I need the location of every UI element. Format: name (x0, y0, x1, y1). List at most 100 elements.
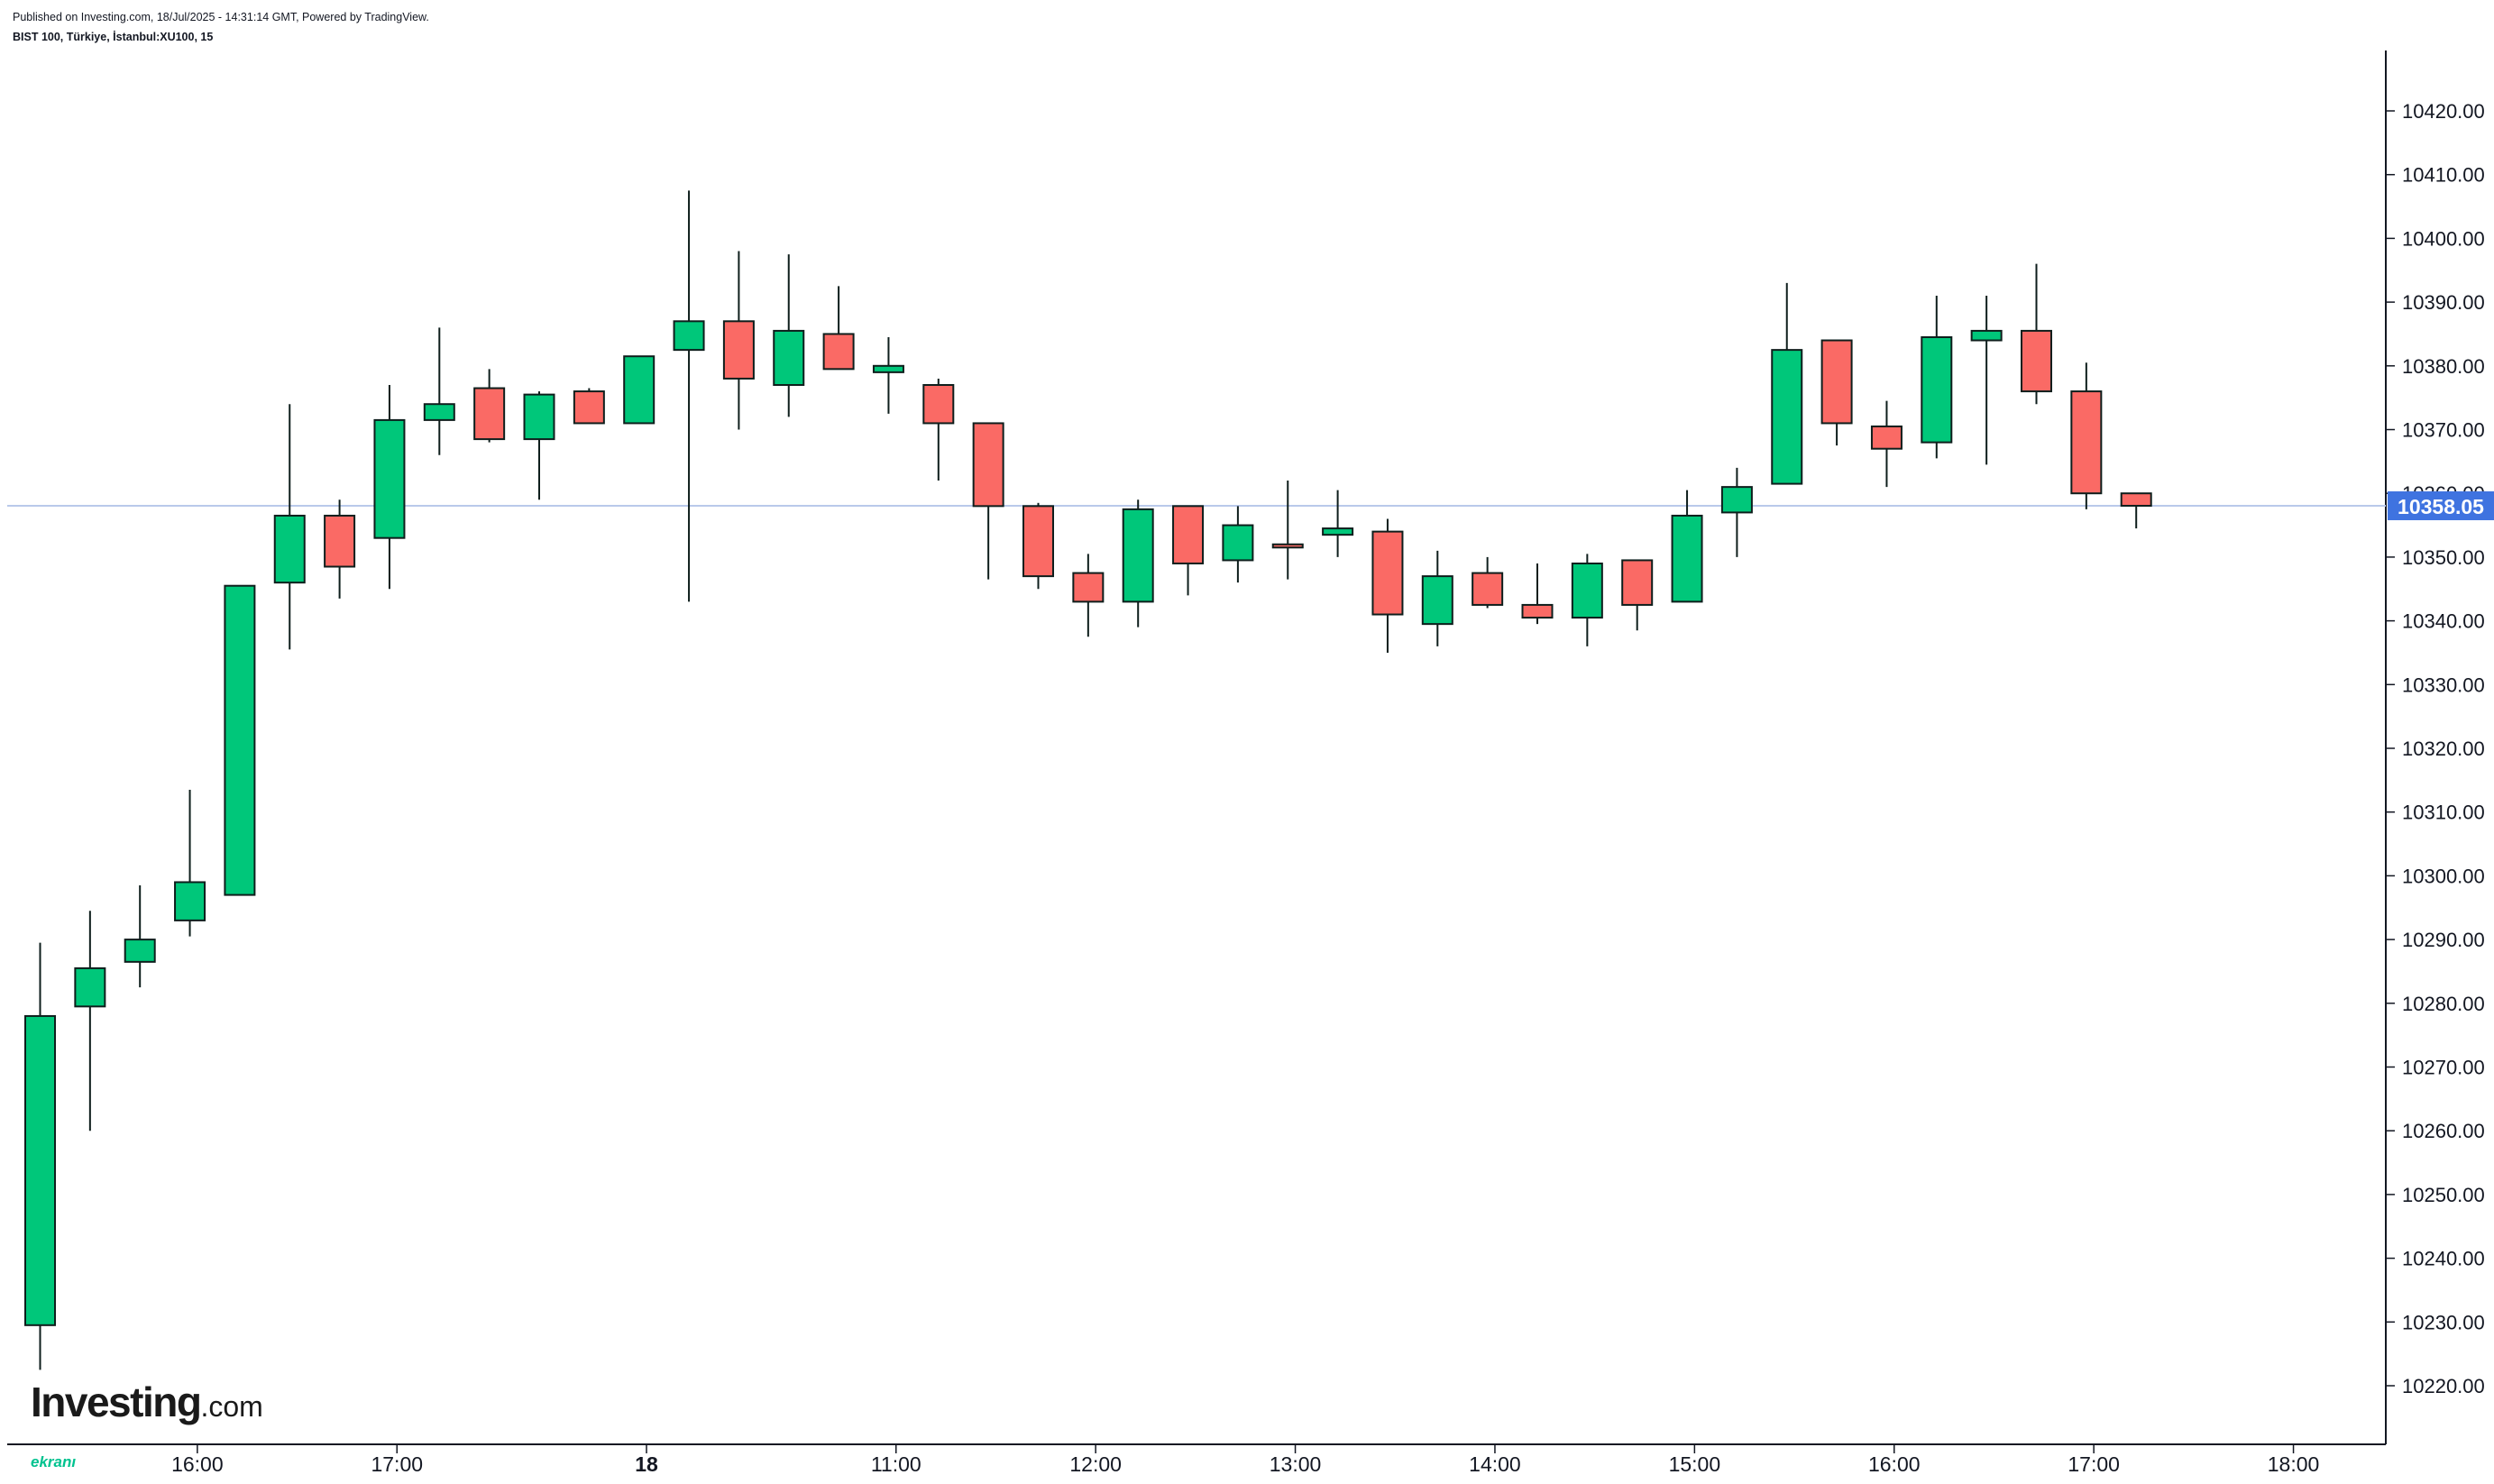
x-tick-label: 17:00 (2068, 1452, 2120, 1476)
candle-body-up (1122, 508, 1154, 603)
candle (1371, 518, 1404, 653)
y-tick-label: 10380.00 (2402, 355, 2485, 378)
last-price-tag-group: 10358.05 (2388, 490, 2494, 520)
candle-body-down (2021, 329, 2052, 393)
candle (1671, 490, 1703, 603)
candle (1870, 400, 1903, 488)
candle (1720, 467, 1753, 557)
candle-body-down (1870, 425, 1903, 450)
candle (1521, 563, 1554, 625)
candle-body-up (124, 939, 156, 963)
candle (523, 391, 555, 500)
candle-body-up (1771, 349, 1803, 485)
candle-body-down (1072, 572, 1105, 603)
x-tick-label: 15:00 (1669, 1452, 1721, 1476)
candle (773, 254, 805, 417)
candle (972, 422, 1004, 580)
candle (1621, 559, 1654, 631)
candle (1970, 296, 2003, 465)
investing-logo: Investing.com (31, 1378, 263, 1426)
candle-body-down (1820, 339, 1853, 425)
y-tick-label: 10230.00 (2402, 1311, 2485, 1333)
candle-body-up (1720, 486, 1753, 514)
candle-body-down (972, 422, 1004, 508)
candle (124, 885, 156, 988)
candle-body-down (1621, 559, 1654, 606)
last-price-tag (2388, 490, 2494, 520)
candle (1222, 506, 1254, 583)
y-tick-label: 10400.00 (2402, 227, 2485, 250)
candle (1072, 554, 1105, 637)
candle (1122, 499, 1154, 627)
candle (1271, 481, 1304, 580)
candle-body-up (1671, 514, 1703, 603)
candle (423, 327, 455, 455)
candle (1771, 282, 1803, 485)
logo-main: Investing (31, 1379, 202, 1425)
candle-body-down (722, 320, 755, 380)
y-tick-label: 10300.00 (2402, 865, 2485, 887)
candle-body-down (2070, 390, 2103, 495)
watermark-logo: ekranı (31, 1453, 77, 1470)
candle-body-up (1571, 562, 1603, 619)
y-tick-label: 10330.00 (2402, 673, 2485, 696)
candle (1921, 296, 1953, 459)
candle (1322, 490, 1354, 557)
candle (573, 388, 605, 425)
candle (224, 584, 256, 896)
candle-body-down (1472, 572, 1504, 606)
candle (2120, 492, 2152, 529)
candle-body-down (573, 390, 605, 425)
candle (1172, 505, 1205, 596)
candle (2070, 362, 2103, 509)
candle (74, 911, 106, 1131)
symbol-label: BIST 100, Türkiye, İstanbul:XU100, 15 (13, 31, 214, 43)
y-tick-label: 10260.00 (2402, 1120, 2485, 1142)
y-tick-label: 10290.00 (2402, 929, 2485, 951)
candle (373, 385, 406, 590)
candle-body-down (2120, 492, 2152, 507)
candle (2021, 263, 2052, 405)
candle-body-down (1521, 603, 1554, 619)
candle-body-down (1172, 505, 1205, 564)
y-tick-label: 10390.00 (2402, 291, 2485, 314)
candle (1421, 550, 1453, 646)
candle (1820, 339, 1853, 446)
x-tick-label: 16:00 (171, 1452, 224, 1476)
x-tick-label: 16:00 (1868, 1452, 1921, 1476)
y-tick-label: 10280.00 (2402, 993, 2485, 1015)
candle (623, 355, 656, 425)
candle (922, 378, 955, 481)
candle-body-up (24, 1014, 56, 1326)
candle (1022, 502, 1054, 590)
candle (473, 369, 506, 443)
y-axis-ticks: 10220.00 10230.00 10240.00 10250.00 10260.00… (2386, 100, 2485, 1397)
published-note: Published on Investing.com, 18/Jul/2025 … (13, 11, 429, 23)
y-tick-label: 10320.00 (2402, 737, 2485, 760)
chart-header: Published on Investing.com, 18/Jul/2025 … (13, 7, 429, 47)
candle-body-down (1271, 543, 1304, 549)
candle-body-up (773, 329, 805, 387)
candle-body-up (1921, 335, 1953, 444)
x-tick-label: 17:00 (371, 1452, 423, 1476)
candle-body-down (1371, 530, 1404, 616)
x-tick-label: 18:00 (2268, 1452, 2320, 1476)
candles-group (24, 190, 2152, 1370)
candle-body-up (1322, 527, 1354, 536)
candle-body-up (523, 393, 555, 441)
candle (872, 336, 904, 414)
candle (174, 789, 206, 937)
y-tick-label: 10410.00 (2402, 164, 2485, 187)
y-tick-label: 10310.00 (2402, 802, 2485, 824)
y-tick-label: 10350.00 (2402, 546, 2485, 569)
y-tick-label: 10370.00 (2402, 419, 2485, 442)
y-tick-label: 10250.00 (2402, 1184, 2485, 1206)
candle-body-up (872, 364, 904, 373)
y-tick-label: 10340.00 (2402, 610, 2485, 633)
x-tick-label: 12:00 (1069, 1452, 1122, 1476)
candle-body-down (324, 514, 356, 568)
candle-body-up (224, 584, 256, 896)
y-tick-label: 10240.00 (2402, 1248, 2485, 1270)
x-tick-label: 18 (635, 1452, 658, 1476)
